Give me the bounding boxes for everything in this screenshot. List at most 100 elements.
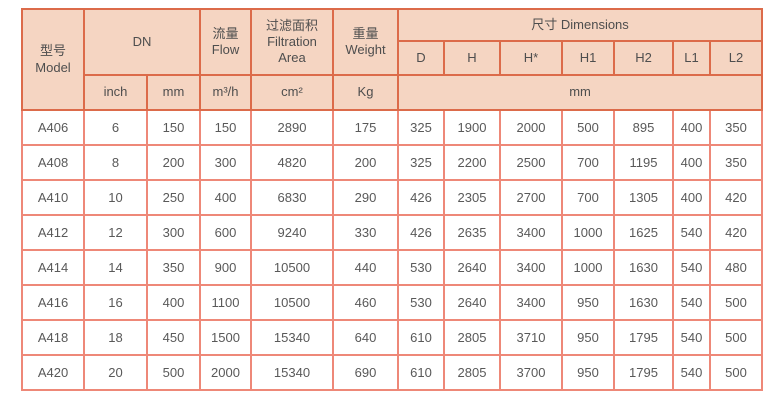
table-cell: 10500 bbox=[250, 249, 334, 286]
table-cell: 290 bbox=[332, 179, 399, 216]
unit-weight: Kg bbox=[332, 74, 399, 111]
table-cell: 1630 bbox=[613, 284, 674, 321]
table-cell: 200 bbox=[332, 144, 399, 181]
table-row: A420 20 500 2000 15340 690 610 2805 3700 950 1795 5… bbox=[21, 354, 764, 391]
table-cell: 2635 bbox=[443, 214, 501, 251]
table-cell: 3710 bbox=[499, 319, 563, 356]
table-cell: 9240 bbox=[250, 214, 334, 251]
table-cell: 15340 bbox=[250, 354, 334, 391]
table-cell: 540 bbox=[672, 249, 711, 286]
table-cell: 16 bbox=[83, 284, 148, 321]
header-dim-d: D bbox=[397, 40, 445, 76]
table-cell: 6 bbox=[83, 109, 148, 146]
table-cell: 350 bbox=[146, 249, 201, 286]
table-cell: 400 bbox=[199, 179, 252, 216]
header-dim-l2: L2 bbox=[708, 40, 764, 76]
table-cell: 250 bbox=[146, 179, 201, 216]
table-cell: 2305 bbox=[443, 179, 501, 216]
table-cell: 18 bbox=[83, 319, 148, 356]
table-cell: 950 bbox=[561, 284, 615, 321]
table-cell: 690 bbox=[332, 354, 399, 391]
table-row: A406 6 150 150 2890 175 325 1900 2000 500 895 400 35… bbox=[21, 109, 764, 146]
unit-mm: mm bbox=[146, 74, 201, 111]
table-cell: 2200 bbox=[443, 144, 501, 181]
header-row-1: 型号 Model DN 流量 Flow 过滤面积 Filtration Area… bbox=[21, 8, 764, 111]
header-filtration-area: 过滤面积 Filtration Area bbox=[250, 8, 334, 76]
table-cell: 4820 bbox=[250, 144, 334, 181]
header-weight: 重量 Weight bbox=[332, 8, 399, 76]
table-cell: 10500 bbox=[250, 284, 334, 321]
table-cell: 325 bbox=[397, 109, 445, 146]
table-cell: 900 bbox=[199, 249, 252, 286]
table-cell: 2000 bbox=[199, 354, 252, 391]
table-cell: 12 bbox=[83, 214, 148, 251]
table-cell: 2890 bbox=[250, 109, 334, 146]
table-row: A418 18 450 1500 15340 640 610 2805 3710 950 1795 5… bbox=[21, 319, 764, 356]
table-cell: 2640 bbox=[443, 249, 501, 286]
table-cell: A416 bbox=[21, 284, 85, 321]
table-cell: 1500 bbox=[199, 319, 252, 356]
table-cell: 325 bbox=[397, 144, 445, 181]
table-cell: 420 bbox=[708, 214, 764, 251]
table-cell: 1305 bbox=[613, 179, 674, 216]
unit-filtration: cm² bbox=[250, 74, 334, 111]
table-cell: 540 bbox=[672, 354, 711, 391]
table-cell: 2000 bbox=[499, 109, 563, 146]
table-cell: 400 bbox=[146, 284, 201, 321]
table-cell: 950 bbox=[561, 354, 615, 391]
table-cell: 3400 bbox=[499, 214, 563, 251]
table-cell: A418 bbox=[21, 319, 85, 356]
table-cell: 3700 bbox=[499, 354, 563, 391]
header-dim-h1: H1 bbox=[561, 40, 615, 76]
header-dim-h: H bbox=[443, 40, 501, 76]
table-cell: 420 bbox=[708, 179, 764, 216]
table-cell: 610 bbox=[397, 319, 445, 356]
header-flow: 流量 Flow bbox=[199, 8, 252, 76]
header-dimensions: 尺寸 Dimensions bbox=[396, 8, 764, 42]
table-cell: 400 bbox=[672, 179, 711, 216]
table-cell: 1630 bbox=[613, 249, 674, 286]
spec-table: 型号 Model DN 流量 Flow 过滤面积 Filtration Area… bbox=[21, 8, 764, 391]
table-cell: 500 bbox=[708, 319, 764, 356]
table-cell: 426 bbox=[397, 179, 445, 216]
table-cell: 1195 bbox=[613, 144, 674, 181]
table-cell: 150 bbox=[199, 109, 252, 146]
table-cell: A412 bbox=[21, 214, 85, 251]
table-cell: A410 bbox=[21, 179, 85, 216]
header-dim-l1: L1 bbox=[672, 40, 711, 76]
table-cell: 20 bbox=[83, 354, 148, 391]
table-cell: 14 bbox=[83, 249, 148, 286]
table-cell: 10 bbox=[83, 179, 148, 216]
table-cell: 2700 bbox=[499, 179, 563, 216]
table-cell: 640 bbox=[332, 319, 399, 356]
table-cell: 440 bbox=[332, 249, 399, 286]
table-cell: 300 bbox=[199, 144, 252, 181]
spec-table-body: A406 6 150 150 2890 175 325 1900 2000 500 895 400 35… bbox=[21, 109, 764, 391]
table-cell: A408 bbox=[21, 144, 85, 181]
unit-flow: m³/h bbox=[199, 74, 252, 111]
table-cell: 2805 bbox=[443, 319, 501, 356]
table-cell: 450 bbox=[146, 319, 201, 356]
table-cell: 400 bbox=[672, 109, 711, 146]
table-cell: A406 bbox=[21, 109, 85, 146]
table-cell: 150 bbox=[146, 109, 201, 146]
table-cell: 895 bbox=[613, 109, 674, 146]
table-cell: 1000 bbox=[561, 249, 615, 286]
table-cell: A414 bbox=[21, 249, 85, 286]
table-cell: 6830 bbox=[250, 179, 334, 216]
table-cell: 600 bbox=[199, 214, 252, 251]
table-cell: 1795 bbox=[613, 319, 674, 356]
table-cell: 300 bbox=[146, 214, 201, 251]
table-cell: 8 bbox=[83, 144, 148, 181]
table-row: A416 16 400 1100 10500 460 530 2640 3400 950 1630 5… bbox=[21, 284, 764, 321]
table-cell: 480 bbox=[708, 249, 764, 286]
header-row-2: D H H* H1 H2 L1 L2 bbox=[22, 40, 764, 76]
table-cell: 3400 bbox=[499, 284, 563, 321]
table-row: A412 12 300 600 9240 330 426 2635 3400 1000 1625 54… bbox=[21, 214, 764, 251]
table-cell: 2640 bbox=[443, 284, 501, 321]
table-cell: 460 bbox=[332, 284, 399, 321]
table-cell: 1000 bbox=[561, 214, 615, 251]
table-cell: 540 bbox=[672, 214, 711, 251]
unit-inch: inch bbox=[83, 74, 148, 111]
table-cell: 200 bbox=[146, 144, 201, 181]
